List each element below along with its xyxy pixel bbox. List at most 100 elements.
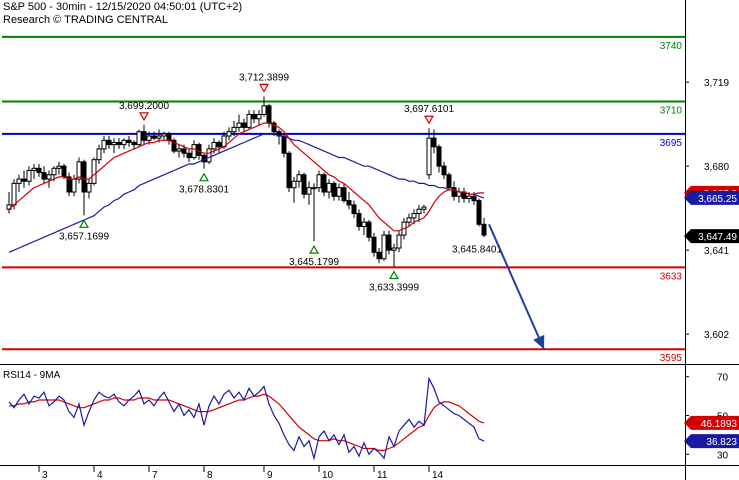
candle-body-down bbox=[266, 105, 272, 124]
rsi-panel-title: RSI14 - 9MA bbox=[3, 370, 61, 381]
rsi-price-tag bbox=[684, 434, 739, 449]
candle-body-up bbox=[176, 148, 182, 152]
level-label-support: 3595 bbox=[660, 353, 683, 364]
candle-body-down bbox=[141, 131, 147, 141]
swing-high-label: 3,699.2000 bbox=[119, 101, 169, 112]
candle-body-up bbox=[296, 174, 302, 182]
candle-body-down bbox=[346, 200, 352, 206]
level-label-support: 3633 bbox=[660, 271, 683, 282]
x-tick-label: 4 bbox=[97, 470, 103, 480]
candle-body-down bbox=[66, 176, 72, 193]
candle-body-up bbox=[11, 182, 17, 206]
candle-body-up bbox=[246, 113, 252, 128]
chart-title: S&P 500 - 30min - 12/15/2020 04:50:01 (U… bbox=[3, 1, 243, 13]
candle-body-up bbox=[161, 133, 167, 137]
swing-low-label: 3,645.1799 bbox=[289, 257, 339, 268]
candle-body-down bbox=[166, 133, 172, 141]
candle-body-up bbox=[111, 141, 117, 146]
candle-body-down bbox=[216, 141, 222, 148]
swing-low-label: 3,633.3999 bbox=[369, 283, 419, 294]
candle-body-down bbox=[36, 167, 42, 174]
swing-low-marker bbox=[198, 172, 210, 182]
candle-body-down bbox=[181, 148, 187, 154]
candle-body-down bbox=[171, 139, 177, 152]
candle-body-down bbox=[21, 178, 27, 182]
candle-body-up bbox=[311, 187, 317, 190]
candle-body-up bbox=[156, 135, 162, 139]
candle-body-up bbox=[411, 213, 417, 219]
price-tag bbox=[684, 190, 739, 205]
rsi-y-tick-label: 30 bbox=[717, 450, 729, 461]
level-label-resistance: 3710 bbox=[660, 106, 683, 117]
candle-body-up bbox=[361, 221, 367, 227]
candle-body-up bbox=[231, 126, 237, 133]
y-tick-label: 3,602 bbox=[704, 330, 729, 341]
candle-body-down bbox=[131, 141, 137, 146]
candle-body-up bbox=[256, 113, 262, 120]
candle-body-down bbox=[451, 187, 457, 197]
projection-arrow-head bbox=[533, 334, 545, 350]
swing-high-marker bbox=[138, 112, 150, 122]
x-tick-label: 3 bbox=[42, 470, 48, 480]
candle-body-up bbox=[306, 187, 312, 195]
candle-body-up bbox=[91, 159, 97, 184]
candle-body-up bbox=[316, 174, 322, 189]
candle-body-up bbox=[191, 144, 197, 159]
swing-low-label: 3,678.8301 bbox=[179, 185, 229, 196]
candle-body-up bbox=[226, 131, 232, 137]
candle-body-up bbox=[121, 139, 127, 146]
rsi-line bbox=[8, 376, 485, 461]
candle-body-up bbox=[421, 206, 427, 210]
rsi-price-tag-label: 36.823 bbox=[706, 437, 737, 448]
candle-body-up bbox=[96, 148, 102, 161]
candle-body-up bbox=[31, 167, 37, 171]
candle-body-down bbox=[351, 204, 357, 215]
candle-body-down bbox=[441, 165, 447, 176]
candle-body-up bbox=[71, 178, 77, 193]
candle-body-up bbox=[391, 247, 397, 251]
candle-body-up bbox=[146, 135, 152, 141]
candle-body-up bbox=[236, 122, 242, 128]
rsi-price-tag-label: 46.1893 bbox=[701, 419, 738, 430]
ma-fast-line bbox=[8, 122, 484, 232]
candle-body-down bbox=[471, 195, 477, 202]
candle-body-down bbox=[116, 141, 122, 146]
candle-body-down bbox=[61, 165, 67, 178]
candle-body-down bbox=[331, 182, 337, 197]
candle-body-down bbox=[81, 161, 87, 193]
candle-body-down bbox=[281, 135, 287, 154]
candle-body-down bbox=[446, 174, 452, 189]
candle-body-up bbox=[51, 167, 57, 176]
swing-high-label: 3,712.3899 bbox=[239, 72, 289, 83]
candle-body-up bbox=[26, 169, 32, 182]
projection-arrow-line bbox=[488, 223, 545, 350]
candle-body-down bbox=[301, 174, 307, 195]
candle-body-up bbox=[76, 161, 82, 180]
candle-body-up bbox=[261, 105, 267, 115]
candle-body-up bbox=[56, 165, 62, 169]
level-label-pivot: 3695 bbox=[660, 138, 683, 149]
swing-high-marker bbox=[423, 115, 435, 125]
swing-low-marker bbox=[308, 244, 320, 254]
rsi-y-tick-label: 70 bbox=[717, 373, 729, 384]
candle-body-up bbox=[336, 187, 342, 197]
swing-low-marker bbox=[78, 219, 90, 228]
candle-body-down bbox=[341, 187, 347, 202]
candle-body-up bbox=[86, 182, 92, 193]
x-tick-label: 8 bbox=[207, 470, 213, 480]
candle-body-down bbox=[286, 152, 292, 189]
x-tick-label: 7 bbox=[152, 470, 158, 480]
candle-body-up bbox=[396, 234, 402, 249]
last-price-label: 3,645.8401 bbox=[452, 245, 502, 256]
candle-body-up bbox=[211, 141, 217, 150]
candle-body-down bbox=[366, 221, 372, 238]
level-label-resistance: 3740 bbox=[660, 41, 683, 52]
x-tick-label: 11 bbox=[377, 470, 388, 480]
candle-body-down bbox=[271, 122, 277, 133]
y-tick-label: 3,719 bbox=[704, 78, 729, 89]
candle-body-down bbox=[41, 172, 47, 180]
ma-slow-line bbox=[8, 133, 485, 253]
candle-body-down bbox=[241, 122, 247, 128]
candle-body-down bbox=[356, 213, 362, 227]
